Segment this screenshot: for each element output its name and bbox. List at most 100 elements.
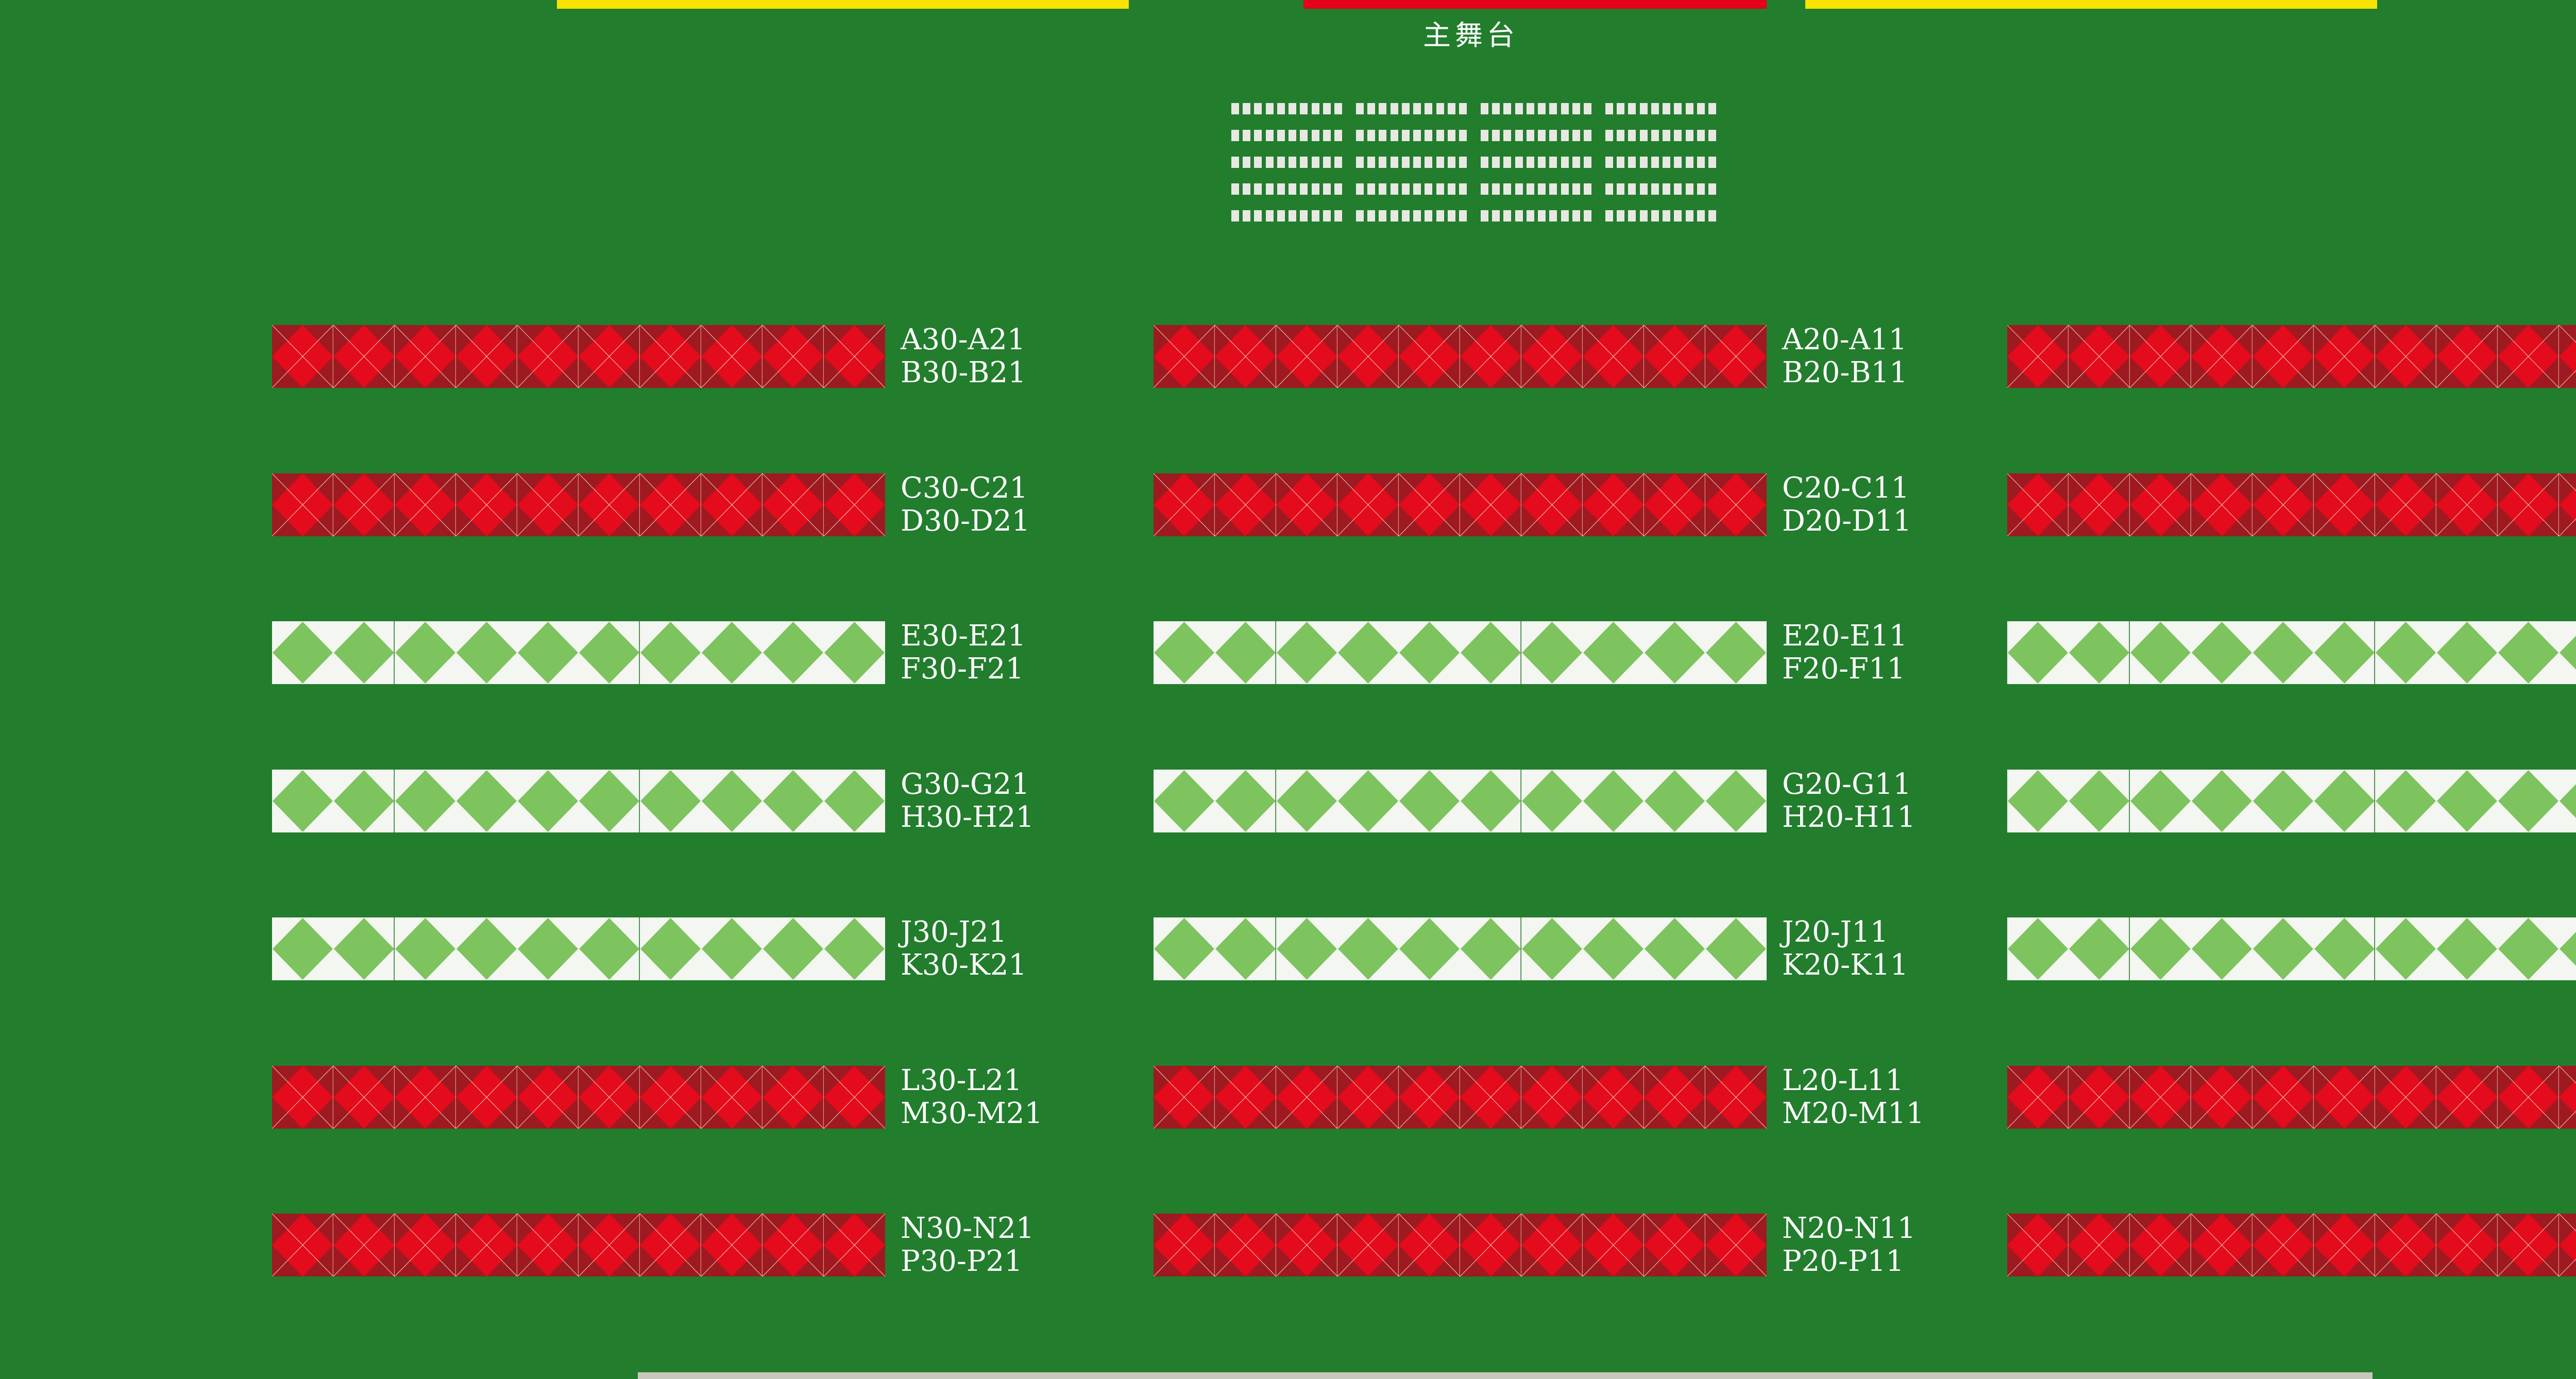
vip-seat[interactable] [1515, 157, 1523, 168]
vip-seat[interactable] [1300, 183, 1308, 195]
seat-cell[interactable] [2375, 770, 2436, 832]
seat-cell[interactable] [2007, 621, 2069, 684]
seat-cell[interactable] [2191, 1066, 2252, 1129]
seat-cell[interactable] [1460, 917, 1521, 980]
seat-cell[interactable] [2314, 770, 2375, 832]
seat-cell[interactable] [517, 325, 579, 388]
seat-block-L30-L21[interactable] [272, 1066, 885, 1129]
seat-cell[interactable] [2559, 1214, 2576, 1276]
seat-cell[interactable] [272, 473, 333, 536]
seat-cell[interactable] [1215, 1066, 1276, 1129]
vip-seat[interactable] [1356, 130, 1364, 141]
vip-seat[interactable] [1356, 210, 1364, 222]
vip-seat[interactable] [1459, 183, 1467, 195]
seat-cell[interactable] [272, 1066, 333, 1129]
seat-cell[interactable] [2559, 1066, 2576, 1129]
seat-cell[interactable] [1399, 473, 1460, 536]
seat-cell[interactable] [2007, 473, 2069, 536]
vip-seat[interactable] [1708, 210, 1716, 222]
vip-seat[interactable] [1605, 183, 1613, 195]
vip-seat[interactable] [1459, 210, 1467, 222]
seat-cell[interactable] [456, 1214, 517, 1276]
seat-cell[interactable] [640, 1214, 701, 1276]
vip-seat[interactable] [1459, 130, 1467, 141]
seat-cell[interactable] [2314, 1066, 2375, 1129]
seat-cell[interactable] [2252, 770, 2314, 832]
seat-cell[interactable] [824, 1214, 885, 1276]
vip-seat[interactable] [1379, 103, 1387, 114]
seat-cell[interactable] [1705, 917, 1767, 980]
seat-cell[interactable] [395, 621, 456, 684]
seat-cell[interactable] [2130, 1066, 2191, 1129]
vip-seat[interactable] [1436, 183, 1444, 195]
seat-cell[interactable] [2130, 1214, 2191, 1276]
seat-cell[interactable] [1521, 770, 1583, 832]
seat-cell[interactable] [2130, 621, 2191, 684]
vip-seat[interactable] [1651, 103, 1659, 114]
vip-seat[interactable] [1300, 130, 1308, 141]
seat-cell[interactable] [1583, 473, 1644, 536]
vip-seat[interactable] [1628, 130, 1636, 141]
vip-seat[interactable] [1311, 130, 1319, 141]
seat-cell[interactable] [2314, 621, 2375, 684]
vip-seat[interactable] [1708, 183, 1716, 195]
seat-cell[interactable] [1337, 770, 1399, 832]
vip-seat[interactable] [1628, 183, 1636, 195]
seat-cell[interactable] [1705, 621, 1767, 684]
seat-block-E10-E01[interactable] [2007, 621, 2576, 684]
seat-cell[interactable] [2069, 621, 2130, 684]
seat-block-J20-J11[interactable] [1154, 917, 1767, 980]
vip-seat[interactable] [1323, 157, 1331, 168]
vip-seat[interactable] [1572, 130, 1580, 141]
seat-cell[interactable] [2130, 473, 2191, 536]
vip-seat[interactable] [1639, 157, 1648, 168]
seat-cell[interactable] [1460, 1066, 1521, 1129]
seat-cell[interactable] [2436, 1066, 2498, 1129]
seat-cell[interactable] [1644, 917, 1705, 980]
vip-seat[interactable] [1492, 210, 1500, 222]
seat-cell[interactable] [1399, 917, 1460, 980]
vip-seat[interactable] [1334, 210, 1342, 222]
vip-seat[interactable] [1300, 157, 1308, 168]
vip-seat[interactable] [1334, 130, 1342, 141]
vip-seat[interactable] [1481, 183, 1488, 195]
vip-seat[interactable] [1685, 157, 1693, 168]
seat-cell[interactable] [395, 473, 456, 536]
seat-block-L10-L01[interactable] [2007, 1066, 2576, 1129]
seat-cell[interactable] [579, 473, 640, 536]
vip-seat[interactable] [1311, 103, 1319, 114]
vip-seat[interactable] [1436, 103, 1444, 114]
seat-cell[interactable] [2375, 621, 2436, 684]
seat-cell[interactable] [1276, 770, 1337, 832]
seat-cell[interactable] [2498, 1066, 2559, 1129]
vip-seat[interactable] [1481, 103, 1488, 114]
seat-cell[interactable] [1154, 621, 1215, 684]
vip-seat[interactable] [1639, 210, 1648, 222]
seat-cell[interactable] [1644, 770, 1705, 832]
seat-cell[interactable] [2252, 325, 2314, 388]
vip-seat[interactable] [1311, 183, 1319, 195]
seat-cell[interactable] [824, 621, 885, 684]
vip-seat[interactable] [1265, 183, 1274, 195]
seat-cell[interactable] [579, 1214, 640, 1276]
seat-cell[interactable] [2069, 325, 2130, 388]
vip-seat[interactable] [1447, 183, 1455, 195]
seat-cell[interactable] [2314, 473, 2375, 536]
seat-cell[interactable] [762, 325, 824, 388]
seat-cell[interactable] [2069, 1066, 2130, 1129]
seat-cell[interactable] [1399, 1066, 1460, 1129]
vip-seat[interactable] [1708, 103, 1716, 114]
seat-cell[interactable] [1276, 1066, 1337, 1129]
vip-seat[interactable] [1436, 210, 1444, 222]
vip-seat[interactable] [1503, 130, 1512, 141]
seat-cell[interactable] [333, 917, 395, 980]
vip-seat[interactable] [1674, 210, 1682, 222]
vip-seat[interactable] [1289, 157, 1297, 168]
vip-seat[interactable] [1549, 183, 1557, 195]
vip-seat[interactable] [1685, 210, 1693, 222]
vip-seat[interactable] [1413, 157, 1421, 168]
seat-cell[interactable] [1276, 1214, 1337, 1276]
vip-seat[interactable] [1243, 103, 1251, 114]
seat-block-G20-G11[interactable] [1154, 770, 1767, 832]
seat-cell[interactable] [1521, 621, 1583, 684]
